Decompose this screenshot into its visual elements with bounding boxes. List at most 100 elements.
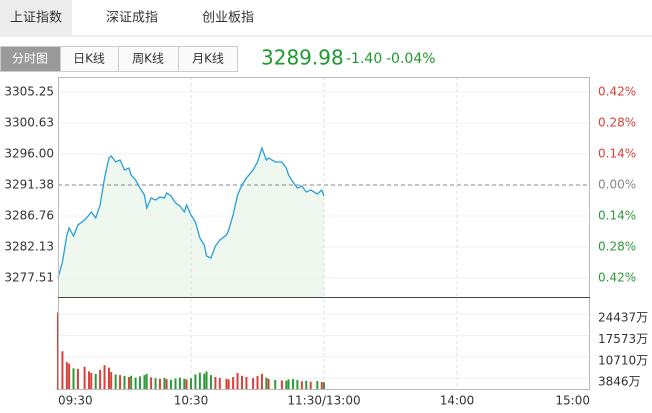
x-tick-label: 10:30 bbox=[174, 394, 209, 408]
volume-bar bbox=[103, 365, 106, 390]
volume-bar bbox=[198, 372, 201, 390]
volume-bar bbox=[183, 378, 186, 390]
y-tick-label: 3305.25 bbox=[4, 84, 54, 98]
quote-change: -1.40 bbox=[346, 51, 382, 67]
volume-bar bbox=[174, 378, 177, 390]
volume-bar bbox=[209, 375, 212, 390]
view-tab-bg bbox=[178, 46, 238, 72]
view-tab[interactable]: 日K线 bbox=[73, 52, 105, 66]
y2-tick-label: 17573万 bbox=[598, 332, 648, 346]
volume-bar bbox=[130, 375, 133, 390]
plot: 3305.25 3300.63 3296.00 3291.38 3286.76 3282.… bbox=[4, 77, 648, 408]
volume-bar bbox=[225, 378, 228, 390]
y2-tick-label: 0.42% bbox=[598, 84, 636, 98]
view-tab-bg bbox=[118, 46, 179, 72]
volume-bar bbox=[76, 368, 79, 390]
volume-bar bbox=[309, 381, 312, 390]
volume-bar bbox=[194, 374, 197, 390]
x-tick-label: 15:00 bbox=[555, 394, 590, 408]
volume-bar bbox=[94, 373, 97, 390]
volume-bar bbox=[305, 380, 308, 390]
volume-bar bbox=[114, 374, 117, 390]
volume-bar bbox=[110, 372, 113, 390]
x-tick-label: 14:00 bbox=[440, 394, 475, 408]
volume-bar bbox=[150, 377, 153, 390]
volume-bar bbox=[236, 372, 239, 390]
volume-bar bbox=[285, 380, 288, 390]
volume-bar bbox=[280, 380, 283, 390]
volume-bar bbox=[205, 371, 208, 390]
volume-bar bbox=[143, 375, 146, 390]
volume-bar bbox=[316, 381, 319, 390]
tab[interactable]: 上证指数 bbox=[10, 11, 62, 26]
volume-bar bbox=[323, 382, 325, 390]
volume-bar bbox=[291, 379, 294, 390]
y-tick-label: 3300.63 bbox=[4, 115, 54, 129]
view-tab[interactable]: 分时图 bbox=[12, 52, 48, 66]
y-tick-label: 3282.13 bbox=[4, 240, 54, 254]
y2-tick-label: 0.28% bbox=[598, 115, 636, 129]
x-tick-label: 11:30/13:00 bbox=[287, 394, 360, 408]
volume-bar bbox=[240, 375, 243, 390]
volume-bar bbox=[190, 378, 192, 390]
tab-bar bbox=[0, 0, 652, 36]
y-tick-label: 3277.51 bbox=[4, 271, 54, 285]
y2-tick-label: 10710万 bbox=[598, 353, 648, 367]
volume-bar bbox=[88, 371, 91, 390]
volume-bar bbox=[203, 373, 206, 390]
volume-bar bbox=[296, 380, 299, 390]
volume-bar bbox=[256, 376, 259, 390]
tab[interactable]: 深证成指 bbox=[106, 11, 158, 26]
volume-bar bbox=[214, 376, 217, 390]
y2-tick-label: 0.14% bbox=[598, 146, 636, 160]
volume-bar bbox=[61, 351, 64, 390]
x-tick-label: 09:30 bbox=[58, 394, 93, 408]
view-tab-bg bbox=[60, 46, 119, 72]
volume-bar bbox=[265, 377, 268, 390]
volume-bar bbox=[320, 381, 323, 390]
y2-tick-label: 0.42% bbox=[598, 271, 636, 285]
volume-bar bbox=[252, 378, 255, 390]
volume-bar bbox=[163, 377, 166, 390]
volume-bar bbox=[178, 377, 181, 390]
price-line bbox=[57, 145, 325, 279]
y2-tick-label: 0.14% bbox=[598, 208, 636, 222]
tab-active-bg bbox=[0, 0, 72, 36]
volume-bar bbox=[165, 379, 168, 390]
y2-tick-label: 3846万 bbox=[598, 375, 641, 389]
volume-bar bbox=[107, 367, 110, 390]
volume-bar bbox=[300, 381, 303, 390]
volume-bar bbox=[90, 372, 93, 390]
volume-bar bbox=[83, 366, 86, 390]
volume-bar bbox=[185, 379, 188, 390]
view-tab[interactable]: 周K线 bbox=[132, 52, 164, 66]
volume-bar bbox=[158, 378, 161, 390]
volume-bar bbox=[72, 368, 75, 390]
volume-bar bbox=[287, 379, 290, 390]
volume-bar bbox=[170, 379, 173, 390]
volume-bar bbox=[68, 363, 71, 390]
volume-bar bbox=[127, 376, 130, 390]
y2-tick-label: 0.28% bbox=[598, 239, 636, 253]
view-tab[interactable]: 月K线 bbox=[192, 52, 224, 66]
y-tick-label: 3291.38 bbox=[4, 177, 54, 191]
plot-frame bbox=[58, 77, 590, 390]
volume-bar bbox=[274, 379, 277, 390]
tab[interactable]: 创业板指 bbox=[202, 11, 254, 26]
volume-bar bbox=[245, 376, 248, 390]
volume-bar bbox=[65, 362, 68, 390]
volume-bar bbox=[99, 369, 102, 390]
volume-bar bbox=[119, 375, 122, 390]
volume-bar bbox=[227, 379, 230, 390]
volume-bar bbox=[154, 378, 157, 390]
volume-bar bbox=[123, 376, 126, 390]
y2-tick-label: 24437万 bbox=[598, 311, 648, 325]
volume-bar bbox=[232, 376, 235, 390]
quote-price: 3289.98 bbox=[261, 46, 344, 70]
y-tick-label: 3296.00 bbox=[4, 147, 54, 161]
volume-bar bbox=[134, 377, 137, 390]
quote-change-pct: -0.04% bbox=[386, 51, 436, 67]
volume-bar bbox=[139, 376, 142, 390]
